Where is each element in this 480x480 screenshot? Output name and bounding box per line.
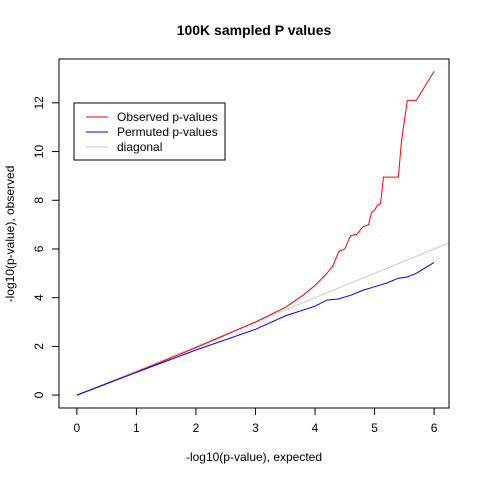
chart-title: 100K sampled P values xyxy=(177,22,332,38)
x-tick-label: 4 xyxy=(312,421,319,435)
x-tick-label: 1 xyxy=(133,421,140,435)
series-permuted xyxy=(77,262,434,395)
legend-label-permuted: Permuted p-values xyxy=(117,125,218,139)
x-tick-label: 6 xyxy=(431,421,438,435)
x-tick-label: 0 xyxy=(74,421,81,435)
y-tick-label: 12 xyxy=(32,96,46,110)
legend-label-diagonal: diagonal xyxy=(117,140,162,154)
y-tick-label: 4 xyxy=(32,294,46,301)
x-tick-label: 2 xyxy=(193,421,200,435)
series-diagonal xyxy=(77,243,449,395)
x-tick-label: 5 xyxy=(371,421,378,435)
x-tick-label: 3 xyxy=(252,421,259,435)
y-tick-label: 2 xyxy=(32,343,46,350)
x-axis: 0 1 2 3 4 5 6 xyxy=(74,408,438,435)
y-tick-label: 6 xyxy=(32,245,46,252)
x-axis-label: -log10(p-value), expected xyxy=(186,450,322,464)
legend: Observed p-values Permuted p-values diag… xyxy=(74,103,225,160)
y-tick-label: 0 xyxy=(32,391,46,398)
legend-label-observed: Observed p-values xyxy=(117,110,218,124)
y-axis-label: -log10(p-value), observed xyxy=(3,166,17,303)
y-tick-label: 8 xyxy=(32,197,46,204)
y-tick-label: 10 xyxy=(32,145,46,159)
y-axis: 0 2 4 6 8 10 12 xyxy=(32,96,59,399)
